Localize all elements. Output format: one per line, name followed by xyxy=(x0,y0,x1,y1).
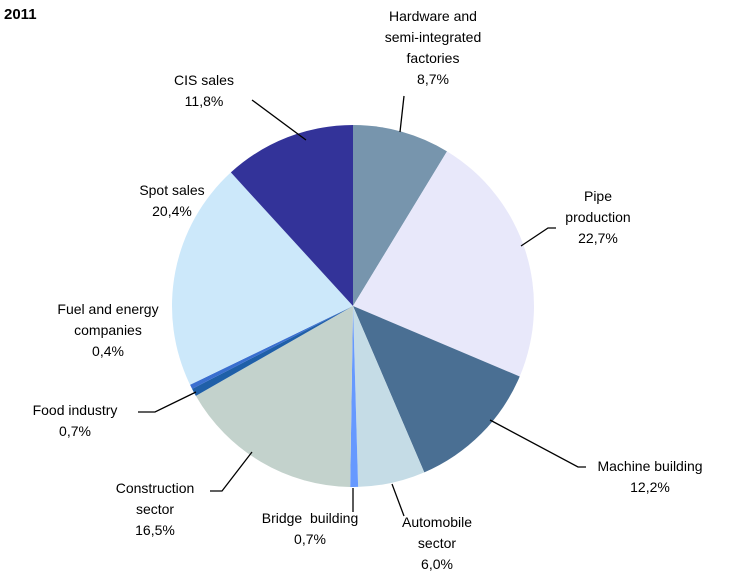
category-label: Hardware and semi-integrated factories xyxy=(384,8,482,66)
pie-slice xyxy=(353,151,534,377)
slice-label: Automobile sector 6,0% xyxy=(402,512,472,574)
category-label: Machine building xyxy=(597,458,703,474)
value-label: 6,0% xyxy=(421,556,453,572)
pie-slice xyxy=(172,172,353,385)
pie-slice xyxy=(195,306,353,487)
pie-slice xyxy=(230,125,353,306)
leader-line xyxy=(210,451,253,492)
chart-title: 2011 xyxy=(4,6,37,23)
pie-slice xyxy=(353,306,425,487)
slice-label: Spot sales 20,4% xyxy=(139,180,204,222)
category-label: Construction sector xyxy=(115,480,195,517)
value-label: 0,4% xyxy=(92,343,124,359)
value-label: 0,7% xyxy=(294,531,326,547)
slice-label: Machine building 12,2% xyxy=(597,456,702,498)
pie-slice xyxy=(192,306,353,396)
value-label: 8,7% xyxy=(417,71,449,87)
category-label: Food industry xyxy=(32,402,118,418)
category-label: Pipe production xyxy=(565,188,631,225)
pie-slice xyxy=(350,306,359,487)
slice-label: CIS sales 11,8% xyxy=(174,70,234,112)
category-label: CIS sales xyxy=(174,72,234,88)
slice-label: Bridge building 0,7% xyxy=(262,508,359,550)
value-label: 0,7% xyxy=(59,423,91,439)
value-label: 12,2% xyxy=(630,479,670,495)
slice-label: Construction sector 16,5% xyxy=(116,478,195,541)
category-label: Automobile sector xyxy=(401,514,473,551)
leader-line xyxy=(251,99,307,141)
pie-slice xyxy=(353,125,448,306)
category-label: Bridge building xyxy=(261,510,359,526)
value-label: 22,7% xyxy=(578,230,618,246)
leader-line xyxy=(138,391,197,413)
category-label: Fuel and energy companies xyxy=(57,301,159,338)
slice-label: Pipe production 22,7% xyxy=(565,186,630,249)
value-label: 11,8% xyxy=(184,93,224,109)
leader-line xyxy=(399,95,405,133)
value-label: 16,5% xyxy=(135,522,175,538)
category-label: Spot sales xyxy=(139,182,205,198)
slice-label: Fuel and energy companies 0,4% xyxy=(57,299,158,362)
pie-slice xyxy=(353,306,520,473)
value-label: 20,4% xyxy=(152,203,192,219)
leader-line xyxy=(489,419,586,468)
leader-line xyxy=(520,227,556,247)
slice-label: Food industry 0,7% xyxy=(33,400,118,442)
slice-label: Hardware and semi-integrated factories 8,… xyxy=(385,6,482,90)
pie-slice xyxy=(190,306,353,389)
leader-line xyxy=(391,483,405,517)
